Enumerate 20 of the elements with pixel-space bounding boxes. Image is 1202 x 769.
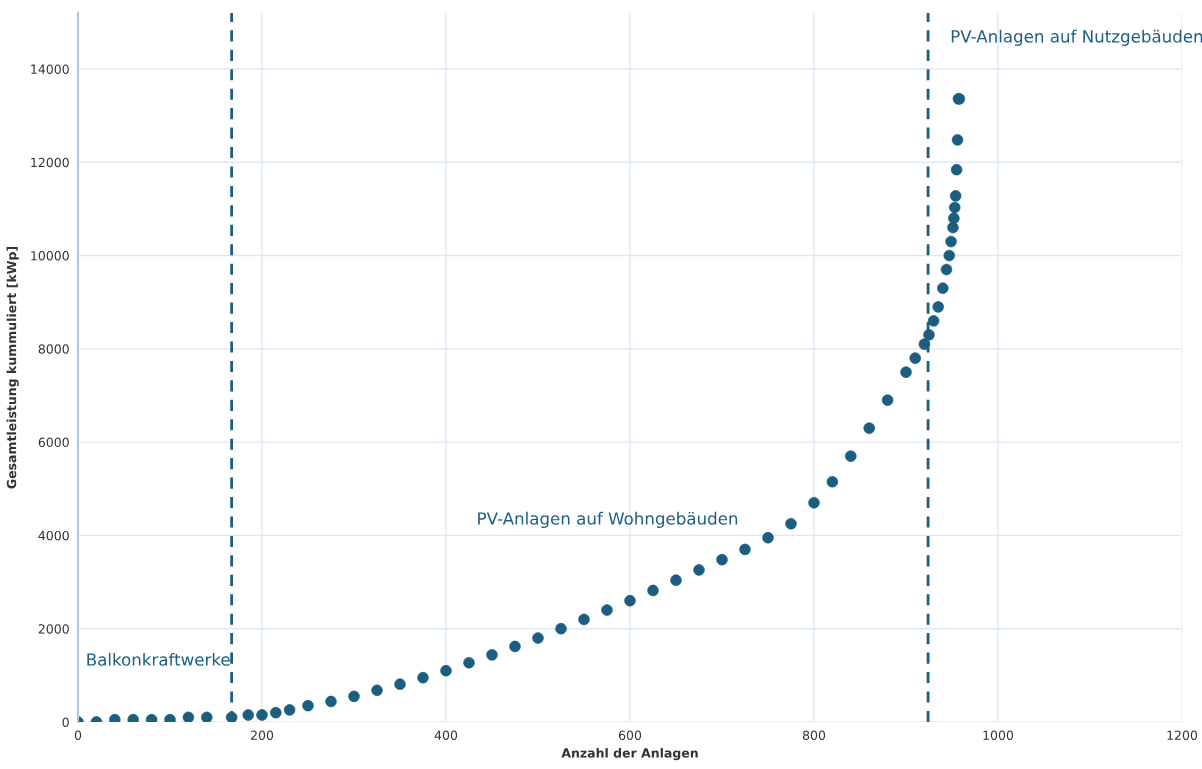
x-tick-label: 0 [74,730,82,741]
x-tick-label: 800 [802,730,826,741]
x-tick-label: 600 [618,730,642,741]
annotation: Balkonkraftwerke [87,652,230,666]
annotation: PV-Anlagen auf Nutzgebäuden [951,29,1202,46]
y-tick-label: 8000 [38,344,69,354]
x-tick-label: 400 [434,730,458,741]
y-tick-label: 0 [62,717,69,727]
y-axis-title: Gesamtleistung kummuliert [kWp] [6,246,19,489]
y-tick-label: 14000 [31,64,69,74]
annotation: PV-Anlagen auf Wohngebäuden [478,511,738,528]
x-tick-label: 1000 [983,730,1014,741]
y-tick-label: 10000 [31,251,69,261]
y-tick-label: 4000 [38,530,69,541]
x-tick-label: 200 [250,730,274,741]
y-tick-label: 6000 [38,437,69,448]
x-tick-label: 1200 [1167,730,1198,741]
x-axis-title: Anzahl der Anlagen [561,747,698,761]
y-tick-label: 2000 [38,624,69,634]
y-tick-label: 12000 [31,157,69,168]
